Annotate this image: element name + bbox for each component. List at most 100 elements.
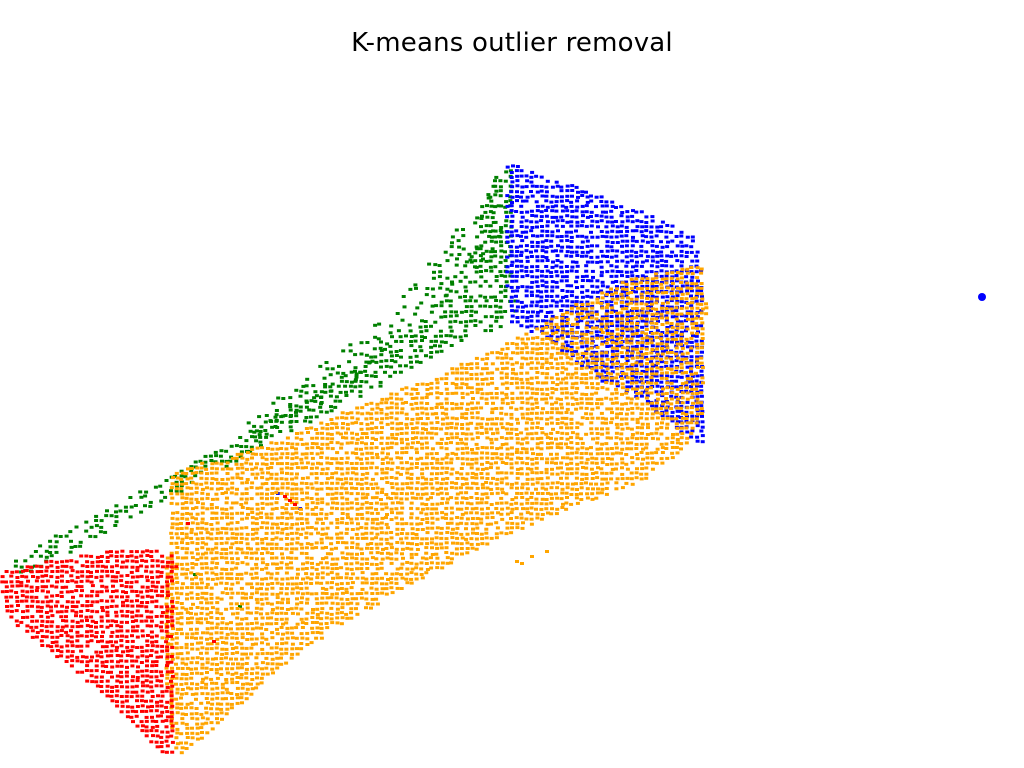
point (414, 426, 419, 430)
point (555, 422, 560, 425)
point (574, 250, 579, 254)
point (359, 380, 364, 383)
point (510, 376, 515, 380)
point (599, 402, 604, 406)
point (193, 573, 197, 576)
point (360, 536, 365, 540)
point (580, 254, 584, 258)
point (158, 484, 163, 488)
point (360, 487, 365, 491)
point (335, 451, 340, 455)
point (424, 456, 429, 460)
point (494, 392, 499, 395)
point (531, 234, 535, 238)
point (525, 456, 530, 460)
point (174, 489, 179, 493)
point (369, 446, 374, 450)
point (298, 394, 303, 398)
point (635, 334, 640, 338)
point (504, 392, 509, 396)
point (659, 337, 663, 341)
point (479, 507, 484, 511)
point (214, 551, 219, 555)
point (560, 362, 565, 365)
point (490, 511, 495, 515)
point (490, 351, 495, 355)
point (497, 234, 502, 238)
point (619, 317, 624, 321)
point (399, 532, 404, 535)
point (559, 436, 564, 440)
point (549, 334, 554, 338)
point (615, 317, 620, 321)
point (209, 523, 214, 526)
point (444, 461, 449, 465)
point (655, 361, 660, 365)
point (585, 215, 590, 219)
point (550, 402, 554, 406)
point (435, 487, 440, 491)
point (220, 478, 225, 481)
point (544, 280, 549, 284)
point (560, 336, 565, 340)
point (615, 337, 620, 341)
point (454, 436, 459, 440)
point (109, 514, 114, 518)
point (259, 467, 264, 471)
point (471, 531, 475, 535)
point (679, 447, 683, 451)
point (635, 457, 640, 461)
point (569, 446, 574, 450)
point (520, 437, 525, 441)
point (214, 471, 219, 475)
point (208, 454, 213, 458)
point (670, 309, 675, 313)
point (424, 557, 429, 561)
point (286, 556, 290, 560)
point (565, 189, 570, 193)
point (670, 337, 675, 341)
point (445, 287, 450, 291)
point (669, 351, 674, 354)
point (549, 310, 554, 314)
point (394, 417, 399, 421)
point (540, 482, 545, 486)
point (580, 303, 585, 306)
point (429, 431, 434, 435)
point (419, 330, 424, 334)
point (515, 472, 520, 475)
point (419, 542, 424, 546)
point (639, 244, 644, 248)
point (384, 531, 389, 535)
point (585, 337, 590, 341)
point (555, 219, 560, 223)
point (455, 441, 460, 445)
point (609, 320, 614, 324)
point (631, 387, 635, 391)
point (604, 312, 609, 316)
point (669, 307, 674, 311)
point (485, 506, 490, 510)
point (565, 239, 570, 242)
point (335, 518, 340, 521)
point (674, 346, 679, 350)
point (614, 436, 619, 440)
point (610, 336, 615, 339)
point (475, 431, 480, 435)
point (674, 422, 679, 426)
point (644, 442, 649, 446)
point (378, 346, 383, 350)
point (270, 425, 275, 429)
point (675, 340, 679, 344)
point (169, 489, 173, 493)
point (479, 372, 484, 376)
point (565, 402, 570, 406)
point (615, 287, 619, 291)
point (505, 456, 510, 460)
point (625, 310, 630, 314)
point (304, 552, 309, 555)
point (244, 526, 249, 530)
point (555, 397, 560, 401)
point (409, 552, 414, 556)
